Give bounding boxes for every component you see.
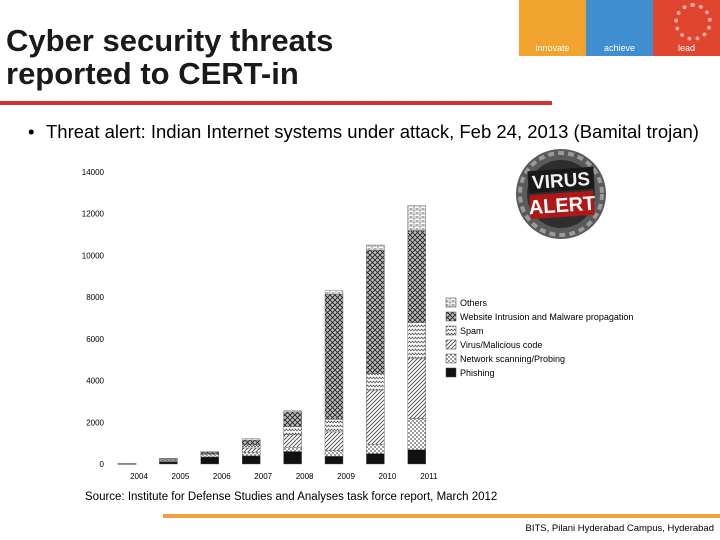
bar-segment xyxy=(283,410,302,413)
x-tick-label: 2009 xyxy=(337,472,355,481)
bar-segment xyxy=(241,455,261,465)
bar-segment xyxy=(366,443,385,454)
legend-label: Others xyxy=(460,298,488,308)
bar-segment xyxy=(283,426,302,436)
bar-segment xyxy=(200,454,220,458)
logo-label-lead: lead xyxy=(677,43,695,53)
bar-segment xyxy=(407,322,426,359)
bar-segment xyxy=(324,419,344,433)
bar-segment xyxy=(366,250,385,374)
slide-title-line-1: Cyber security threats xyxy=(6,23,334,58)
virus-word: VIRUS xyxy=(531,169,590,194)
bar-stacks xyxy=(117,205,426,465)
legend-label: Phishing xyxy=(460,368,495,378)
legend-swatch xyxy=(445,297,457,308)
bullet-marker: • xyxy=(28,121,35,142)
x-tick-label: 2006 xyxy=(213,472,231,481)
y-tick-label: 2000 xyxy=(86,418,104,427)
bar-segment xyxy=(241,444,261,449)
alert-word: ALERT xyxy=(528,193,596,220)
x-tick-label: 2004 xyxy=(130,472,148,481)
title-underline xyxy=(0,101,552,105)
virus-alert-badge: VIRUS ALERT xyxy=(514,147,608,241)
x-tick-label: 2008 xyxy=(296,472,314,481)
y-tick-label: 6000 xyxy=(86,335,104,344)
x-tick-label: 2011 xyxy=(420,472,438,481)
logo-segment-achieve: achieve xyxy=(586,0,653,56)
bar-segment xyxy=(324,290,344,295)
bar-segment xyxy=(283,411,302,427)
legend-label: Spam xyxy=(460,326,484,336)
legend-swatch xyxy=(445,339,457,350)
bar-segment xyxy=(241,451,261,457)
logo-label-innovate: innovate xyxy=(535,43,570,53)
bar-segment xyxy=(366,453,385,465)
bar-segment xyxy=(117,463,137,465)
x-tick-label: 2010 xyxy=(379,472,397,481)
bar-segment xyxy=(200,456,220,465)
logo-label-achieve: achieve xyxy=(603,43,636,53)
bar-segment xyxy=(407,230,426,323)
legend-label: Virus/Malicious code xyxy=(460,340,542,350)
bar-segment xyxy=(324,456,344,465)
logo-segment-lead: lead xyxy=(653,0,720,56)
institute-logo: innovate achieve lead xyxy=(519,0,720,56)
bar-segment xyxy=(241,447,261,453)
bar-segment xyxy=(241,438,261,441)
bar-segment xyxy=(407,357,426,419)
y-tick-label: 12000 xyxy=(82,210,105,219)
bar-segment xyxy=(200,451,220,453)
slide-title: Cyber security threats reported to CERT-… xyxy=(6,24,333,90)
y-tick-label: 14000 xyxy=(82,168,105,177)
bar-segment xyxy=(241,439,261,446)
bar-segment xyxy=(366,244,385,251)
x-tick-label: 2007 xyxy=(254,472,272,481)
y-tick-label: 4000 xyxy=(86,377,104,386)
bar-segment xyxy=(324,450,344,457)
y-axis-ticks: 0 2000 4000 6000 8000 10000 12000 14000 xyxy=(82,168,105,469)
footer-text: BITS, Pilani Hyderabad Campus, Hyderabad xyxy=(525,523,714,534)
bar-segment xyxy=(324,294,344,420)
y-tick-label: 10000 xyxy=(82,251,105,260)
bar-segment xyxy=(283,447,302,452)
y-tick-label: 0 xyxy=(100,460,105,469)
legend-swatch xyxy=(445,367,457,378)
legend-label: Network scanning/Probing xyxy=(460,354,565,364)
virus-alert-icon: VIRUS ALERT xyxy=(516,149,606,239)
bar-segment xyxy=(366,389,385,445)
bar-segment xyxy=(283,451,302,465)
bar-segment xyxy=(159,461,178,465)
bar-segment xyxy=(407,418,426,451)
x-tick-label: 2005 xyxy=(172,472,190,481)
legend-swatch xyxy=(445,311,457,322)
bar-segment xyxy=(159,458,178,460)
bar-segment xyxy=(407,449,426,465)
source-citation: Source: Institute for Defense Studies an… xyxy=(85,491,498,503)
legend-swatch xyxy=(445,353,457,364)
gear-icon xyxy=(674,3,712,41)
bar-segment xyxy=(366,373,385,391)
bar-segment xyxy=(407,205,426,232)
slide-title-line-2: reported to CERT-in xyxy=(6,56,299,91)
legend-label: Website Intrusion and Malware propagatio… xyxy=(460,312,633,322)
footer-rule xyxy=(163,514,720,518)
chart-legend: Others Website Intrusion and Malware prop… xyxy=(445,297,633,378)
logo-segment-innovate: innovate xyxy=(519,0,586,56)
bar-segment xyxy=(283,434,302,448)
y-tick-label: 8000 xyxy=(86,293,104,302)
x-axis-labels: 2004 2005 2006 2007 2008 2009 2010 2011 xyxy=(130,472,438,481)
bullet-text: Threat alert: Indian Internet systems un… xyxy=(46,121,699,142)
bar-segment xyxy=(324,431,344,451)
legend-swatch xyxy=(445,325,457,336)
